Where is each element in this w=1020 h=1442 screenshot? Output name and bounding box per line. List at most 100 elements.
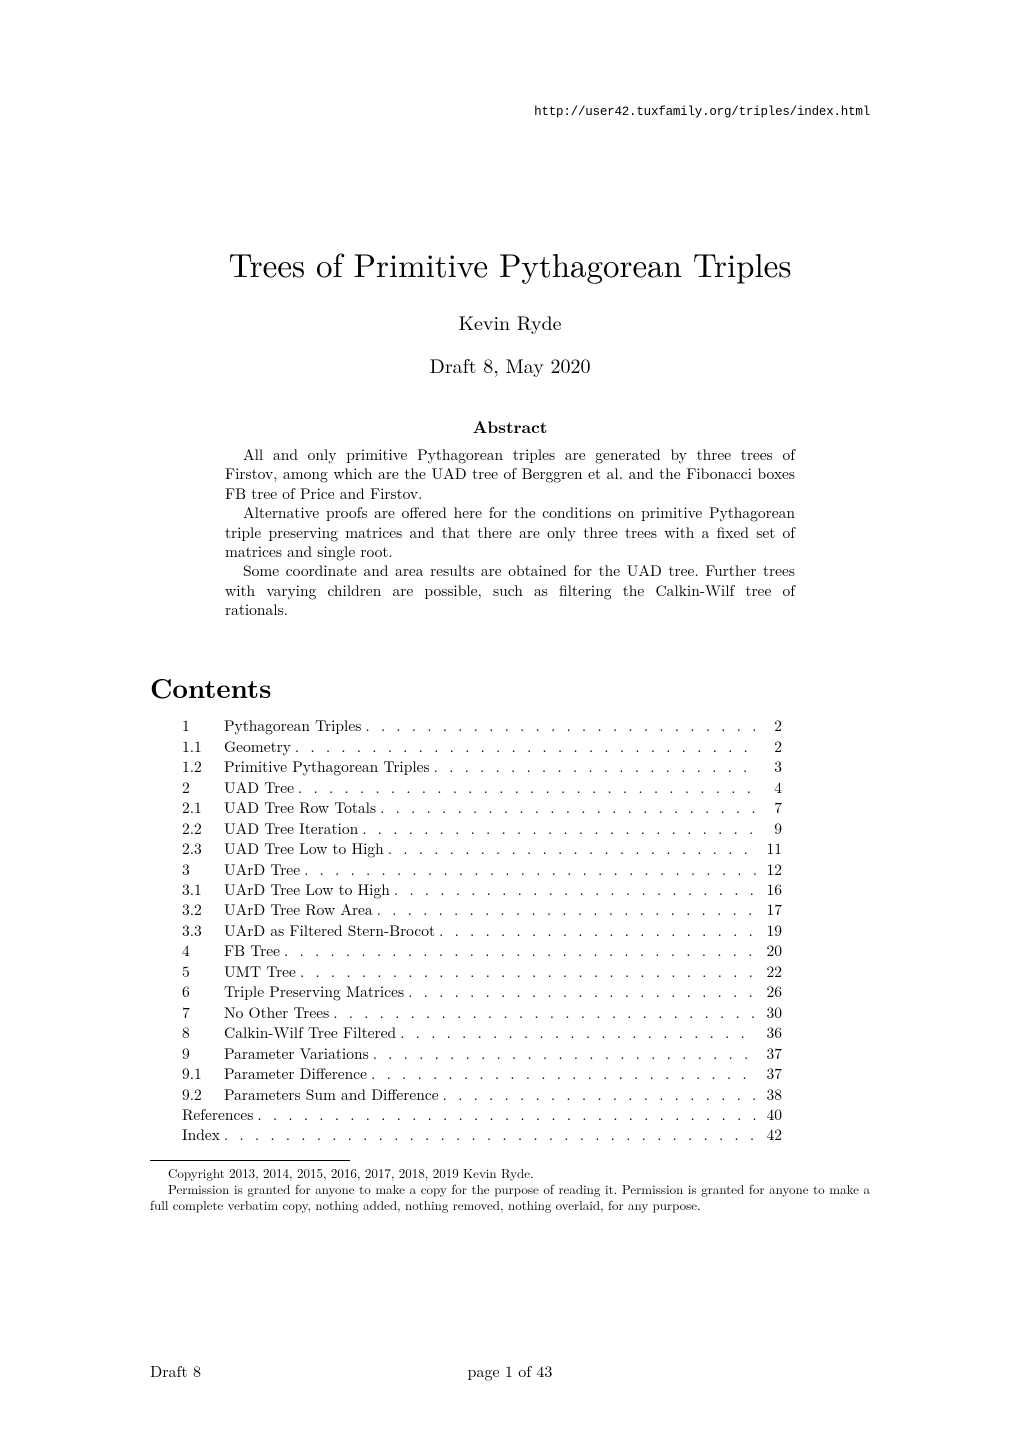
toc-section-label: UAD Tree Row Totals xyxy=(224,798,376,818)
source-url: http://user42.tuxfamily.org/triples/inde… xyxy=(534,105,870,119)
toc-leader-dots xyxy=(390,880,756,900)
toc-section-number: 2.3 xyxy=(182,839,224,859)
footer-right xyxy=(630,1359,870,1382)
toc-page-number: 42 xyxy=(756,1125,782,1145)
abstract-body: All and only primitive Pythagorean tripl… xyxy=(225,445,795,619)
toc-row: 3.2UArD Tree Row Area17 xyxy=(182,900,782,920)
toc-section-number: 4 xyxy=(182,941,224,961)
toc-section-label: Parameter Variations xyxy=(224,1044,369,1064)
toc-row: 3.3UArD as Filtered Stern-Brocot 19 xyxy=(182,921,782,941)
toc-row: 2UAD Tree 4 xyxy=(182,778,782,798)
paper-title: Trees of Primitive Pythagorean Triples xyxy=(150,240,870,287)
toc-leader-dots xyxy=(384,839,756,859)
toc-row: 2.2UAD Tree Iteration9 xyxy=(182,819,782,839)
toc-leader-dots xyxy=(396,1023,756,1043)
footer-center: page 1 of 43 xyxy=(390,1359,630,1382)
toc-page-number: 7 xyxy=(756,798,782,818)
toc-row: 2.1UAD Tree Row Totals7 xyxy=(182,798,782,818)
toc-row: 7No Other Trees 30 xyxy=(182,1003,782,1023)
toc-leader-dots xyxy=(367,1064,756,1084)
toc-page-number: 40 xyxy=(756,1105,782,1125)
draft-line: Draft 8, May 2020 xyxy=(150,350,870,379)
toc-leader-dots xyxy=(358,819,756,839)
footnote-rule xyxy=(150,1160,350,1161)
toc-section-number: 2 xyxy=(182,778,224,798)
toc-leader-dots xyxy=(361,716,756,736)
abstract-para: Some coordinate and area results are obt… xyxy=(225,561,795,619)
toc-leader-dots xyxy=(220,1125,756,1145)
toc-section-number: 9.2 xyxy=(182,1085,224,1105)
toc-page-number: 37 xyxy=(756,1064,782,1084)
toc-page-number: 30 xyxy=(756,1003,782,1023)
toc-page-number: 4 xyxy=(756,778,782,798)
footer-left: Draft 8 xyxy=(150,1359,390,1382)
toc-row: References 40 xyxy=(182,1105,782,1125)
toc-leader-dots xyxy=(439,1085,756,1105)
toc-section-number: 7 xyxy=(182,1003,224,1023)
toc-section-number: 9 xyxy=(182,1044,224,1064)
toc-row: Index 42 xyxy=(182,1125,782,1145)
toc-section-label: FB Tree xyxy=(224,941,280,961)
toc-section-number: 1.1 xyxy=(182,737,224,757)
paper-author: Kevin Ryde xyxy=(150,307,870,336)
toc-leader-dots xyxy=(296,962,756,982)
toc-section-label: UAD Tree Low to High xyxy=(224,839,384,859)
toc-leader-dots xyxy=(404,982,756,1002)
toc-row: 4FB Tree 20 xyxy=(182,941,782,961)
toc-leader-dots xyxy=(376,798,756,818)
toc-section-label: UMT Tree xyxy=(224,962,296,982)
toc-section-number: 5 xyxy=(182,962,224,982)
toc-leader-dots xyxy=(291,737,756,757)
toc-row: 9.2Parameters Sum and Difference38 xyxy=(182,1085,782,1105)
toc-section-label: Pythagorean Triples xyxy=(224,716,361,736)
toc-page-number: 37 xyxy=(756,1044,782,1064)
toc-section-label: Parameter Difference xyxy=(224,1064,367,1084)
toc-section-label: UArD as Filtered Stern-Brocot xyxy=(224,921,435,941)
toc-page-number: 17 xyxy=(756,900,782,920)
toc-row: 3.1UArD Tree Low to High16 xyxy=(182,880,782,900)
page-footer: Draft 8 page 1 of 43 xyxy=(150,1359,870,1382)
toc-leader-dots xyxy=(430,757,756,777)
toc-section-number: 3.3 xyxy=(182,921,224,941)
toc-leader-dots xyxy=(329,1003,756,1023)
toc-row: 9Parameter Variations 37 xyxy=(182,1044,782,1064)
toc-section-label: Triple Preserving Matrices xyxy=(224,982,404,1002)
toc-section-number: 3.2 xyxy=(182,900,224,920)
contents-heading: Contents xyxy=(150,667,870,706)
toc-page-number: 2 xyxy=(756,716,782,736)
toc-row: 1Pythagorean Triples2 xyxy=(182,716,782,736)
toc-section-label: References xyxy=(182,1105,253,1125)
toc-page-number: 3 xyxy=(756,757,782,777)
toc-page-number: 19 xyxy=(756,921,782,941)
toc-section-label: UArD Tree xyxy=(224,860,300,880)
toc-section-label: Geometry xyxy=(224,737,291,757)
toc-row: 1.2Primitive Pythagorean Triples 3 xyxy=(182,757,782,777)
toc-section-label: UAD Tree Iteration xyxy=(224,819,358,839)
toc-section-number: 9.1 xyxy=(182,1064,224,1084)
toc-page-number: 2 xyxy=(756,737,782,757)
toc-row: 1.1Geometry 2 xyxy=(182,737,782,757)
toc-leader-dots xyxy=(435,921,756,941)
toc-page-number: 16 xyxy=(756,880,782,900)
toc-row: 9.1Parameter Difference 37 xyxy=(182,1064,782,1084)
toc-section-label: UAD Tree xyxy=(224,778,294,798)
toc-section-number: 3.1 xyxy=(182,880,224,900)
toc-row: 3UArD Tree12 xyxy=(182,860,782,880)
toc-leader-dots xyxy=(300,860,756,880)
footnote-para: Permission is granted for anyone to make… xyxy=(150,1181,870,1214)
toc-section-number: 6 xyxy=(182,982,224,1002)
toc-row: 6Triple Preserving Matrices26 xyxy=(182,982,782,1002)
toc-section-number: 3 xyxy=(182,860,224,880)
toc-leader-dots xyxy=(294,778,756,798)
toc-section-label: Primitive Pythagorean Triples xyxy=(224,757,430,777)
toc-row: 2.3UAD Tree Low to High11 xyxy=(182,839,782,859)
toc-section-number: 8 xyxy=(182,1023,224,1043)
toc-page-number: 20 xyxy=(756,941,782,961)
toc-section-label: Index xyxy=(182,1125,220,1145)
toc-leader-dots xyxy=(280,941,756,961)
toc-row: 8Calkin-Wilf Tree Filtered36 xyxy=(182,1023,782,1043)
toc-page-number: 22 xyxy=(756,962,782,982)
toc-section-number: 1.2 xyxy=(182,757,224,777)
toc-section-label: No Other Trees xyxy=(224,1003,329,1023)
abstract-para: Alternative proofs are offered here for … xyxy=(225,503,795,561)
